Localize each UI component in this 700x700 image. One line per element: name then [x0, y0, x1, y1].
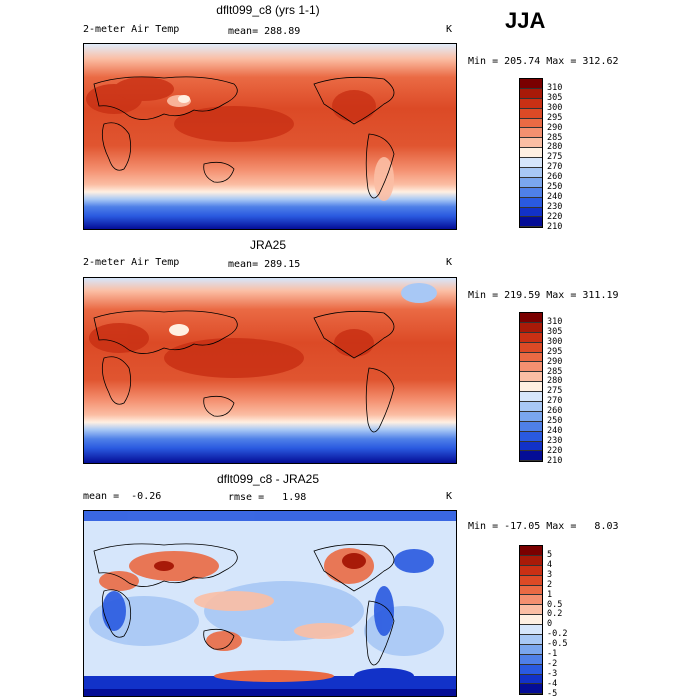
panel3-unit-label: K	[446, 491, 453, 502]
cb-label: 305	[547, 92, 563, 103]
panel3-minmax-label: Min = -17.05 Max = 8.03	[468, 521, 619, 532]
panel1-minmax-label: Min = 205.74 Max = 312.62	[468, 56, 619, 67]
cb-label: -0.2	[547, 629, 568, 640]
panel1-title: dflt099_c8 (yrs 1-1)	[216, 3, 320, 17]
cb-label: -3	[547, 668, 558, 679]
cb-label: -5	[547, 688, 558, 699]
cb-label: 250	[547, 416, 563, 426]
cb-label: 230	[547, 435, 563, 446]
panel2-minmax-label: Min = 219.59 Max = 311.19	[468, 290, 619, 301]
panel2-variable-label: 2-meter Air Temp	[83, 257, 180, 268]
cb-label: 0	[547, 619, 553, 630]
cb-label: 305	[547, 326, 563, 337]
panel1-colorbar	[519, 78, 543, 229]
panel3-mean-label: mean = -0.26	[83, 491, 162, 502]
cb-label: -4	[547, 678, 558, 689]
cb-label: 210	[547, 221, 563, 232]
cb-label: 220	[547, 211, 563, 222]
cb-label: -1	[547, 649, 558, 659]
panel3-title: dflt099_c8 - JRA25	[216, 472, 320, 486]
cb-label: 260	[547, 172, 563, 183]
cb-label: 295	[547, 112, 563, 123]
cb-label: 260	[547, 406, 563, 417]
cb-label: 3	[547, 569, 553, 580]
cb-label: -2	[547, 658, 558, 669]
cb-label: 290	[547, 356, 563, 367]
cb-label: 210	[547, 455, 563, 466]
panel3-rmse-label: rmse = 1.98	[228, 492, 307, 503]
panel2-map	[83, 277, 457, 464]
panel1-mean-label: mean= 288.89	[228, 26, 301, 37]
cb-label: -0.5	[547, 639, 568, 650]
cb-label: 285	[547, 132, 563, 143]
panel2-mean-label: mean= 289.15	[228, 259, 301, 270]
panel3-map	[83, 510, 457, 697]
cb-label: 310	[547, 317, 563, 327]
panel2-title: JRA25	[249, 238, 287, 252]
cb-label: 280	[547, 142, 563, 153]
cb-label: 230	[547, 201, 563, 212]
panel1-unit-label: K	[446, 24, 453, 35]
cb-label: 2	[547, 579, 553, 590]
cb-label: 285	[547, 366, 563, 377]
cb-label: 5	[547, 550, 553, 560]
panel3-colorbar	[519, 545, 543, 696]
cb-label: 310	[547, 83, 563, 93]
panel1-variable-label: 2-meter Air Temp	[83, 24, 180, 35]
cb-label: 300	[547, 336, 563, 347]
cb-label: 1	[547, 589, 553, 600]
panel2-colorbar	[519, 312, 543, 463]
cb-label: 300	[547, 102, 563, 113]
cb-label: 275	[547, 152, 563, 163]
cb-label: 290	[547, 122, 563, 133]
cb-label: 275	[547, 386, 563, 397]
cb-label: 270	[547, 396, 563, 407]
cb-label: 220	[547, 445, 563, 456]
cb-label: 240	[547, 191, 563, 202]
cb-label: 280	[547, 376, 563, 387]
cb-label: 0.5	[547, 599, 563, 610]
panel2-unit-label: K	[446, 257, 453, 268]
season-label: JJA	[505, 8, 546, 33]
panel1-map	[83, 43, 457, 230]
cb-label: 270	[547, 162, 563, 173]
cb-label: 4	[547, 559, 553, 570]
cb-label: 295	[547, 346, 563, 357]
cb-label: 240	[547, 425, 563, 436]
cb-label: 250	[547, 182, 563, 192]
cb-label: 0.2	[547, 609, 563, 620]
